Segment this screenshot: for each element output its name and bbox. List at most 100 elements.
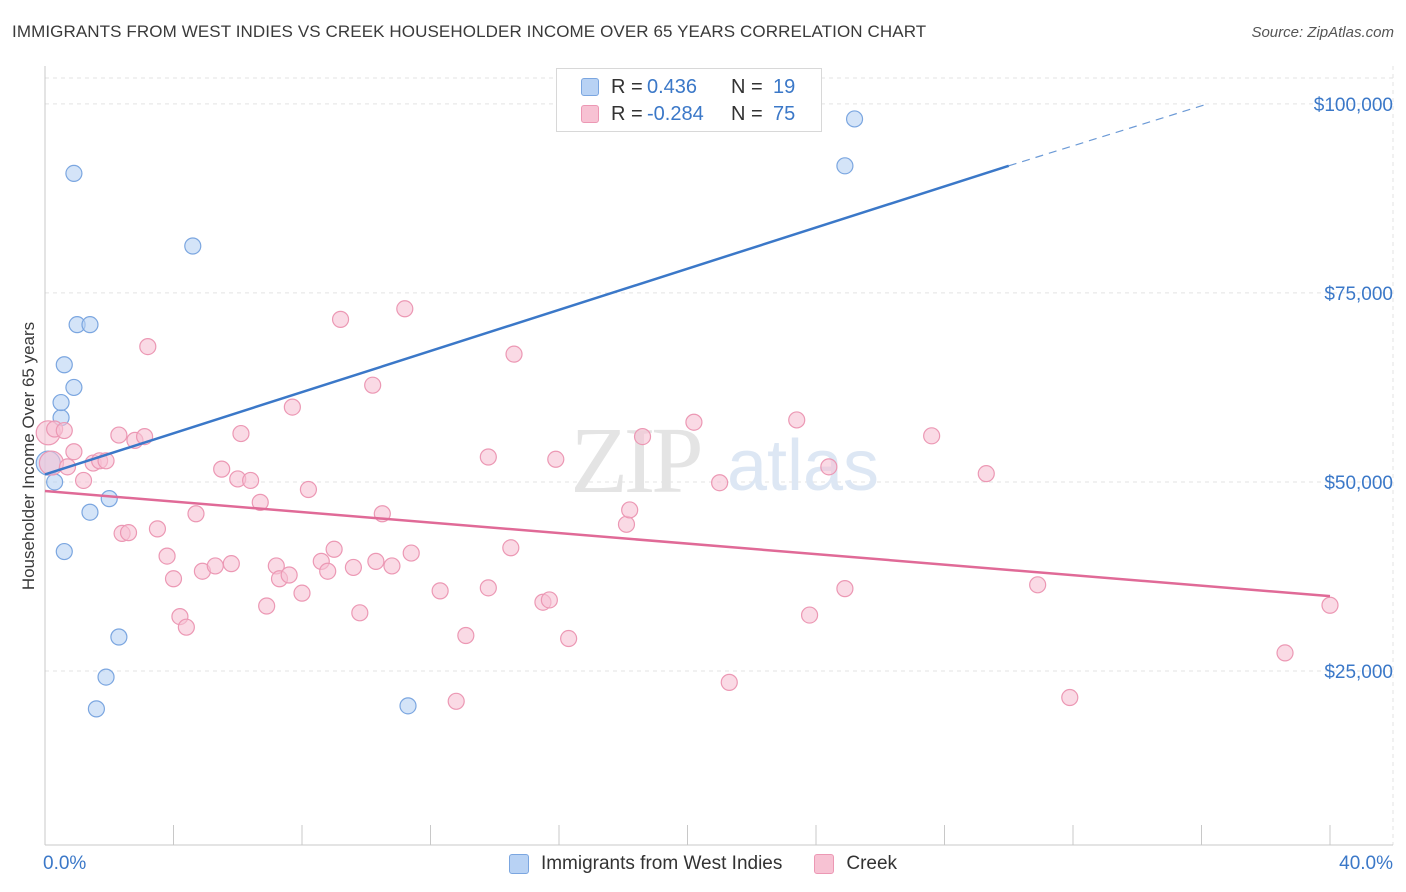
y-tick-label: $25,000 [1324,662,1393,683]
creek-point [502,539,520,557]
creek-point [547,450,565,468]
legend-item-west-indies[interactable]: Immigrants from West Indies [508,853,782,875]
creek-trend-line [44,489,1331,598]
creek-point [283,398,301,416]
west-indies-trend-line [44,164,1010,476]
creek-point [1321,596,1339,614]
creek-point [560,629,578,648]
data-points [35,110,1339,718]
creek-point [139,337,157,356]
creek-point [222,555,240,573]
creek-point [383,557,401,575]
creek-point [148,520,167,538]
creek-point [299,480,318,499]
creek-point [479,579,497,597]
creek-point [633,427,652,446]
west-indies-point [52,393,70,412]
creek-point [177,618,195,636]
creek-point [293,584,311,602]
y-tick-label: $50,000 [1324,473,1393,494]
creek-point [800,606,819,624]
creek-point [367,552,385,570]
creek-point [836,580,854,598]
creek-point [621,501,639,519]
creek-point [479,448,497,466]
west-indies-point [46,473,64,491]
r-label: R = [611,102,643,125]
creek-point [364,376,382,394]
creek-point [711,474,729,492]
west-indies-point [55,356,73,374]
legend-swatch-pink [814,854,835,874]
y-axis-label: Householder Income Over 65 years [19,321,38,591]
creek-point [1276,644,1294,662]
creek-point [447,692,465,710]
creek-point [923,427,941,445]
west-indies-point [55,542,73,561]
creek-point [110,426,128,444]
n-value: 19 [773,75,796,98]
n-label: N = [731,75,763,98]
creek-point [251,493,269,511]
west-indies-point [100,490,118,508]
west-indies-point [87,700,106,718]
tick-labels: $25,000 $50,000 $75,000 $100,000 0.0% 40.0% [43,95,1393,874]
creek-point [505,345,523,363]
west-indies-point [836,157,854,175]
creek-point [617,515,636,533]
creek-point [431,582,449,600]
creek-point [74,471,93,490]
creek-point [820,458,838,476]
legend-swatch-pink [581,105,599,123]
west-indies-point [110,628,128,646]
legend-item-creek[interactable]: Creek [814,853,897,875]
west-indies-point [845,110,864,128]
creek-point [344,558,362,577]
r-value: -0.284 [647,102,704,125]
creek-point [55,421,73,440]
creek-point [720,673,738,691]
n-label: N = [731,102,763,125]
creek-point [685,413,703,431]
watermark-atlas: atlas [727,426,879,506]
y-tick-label: $100,000 [1314,95,1393,116]
watermark: ZIP atlas [571,409,880,513]
legend-row-creek: R = -0.284 N = 75 [581,101,795,127]
r-value: 0.436 [647,75,698,98]
trend-lines [44,103,1331,598]
creek-point [258,597,276,615]
creek-point [325,540,343,558]
axes [44,66,1393,846]
west-indies-point [184,237,202,255]
grid-lines [45,66,1394,845]
creek-point [319,562,337,580]
creek-point [351,604,369,622]
watermark-zip: ZIP [571,409,701,513]
correlation-legend: R = 0.436 N = 19 R = -0.284 N = 75 [556,68,822,132]
west-indies-point [399,697,417,715]
creek-point [65,443,83,461]
series-legend: Immigrants from West Indies Creek [0,850,1406,878]
creek-point [540,591,558,609]
creek-point [457,626,475,645]
creek-point [331,310,350,328]
creek-point [164,570,183,588]
creek-point [788,411,806,429]
creek-point [977,465,995,483]
creek-point [242,471,260,490]
legend-swatch-blue [508,854,529,874]
legend-label: Creek [846,853,898,874]
x-tick-label: 40.0% [1339,853,1393,874]
creek-point [1029,576,1047,594]
west-indies-point [65,378,83,397]
creek-point [1061,688,1079,707]
n-value: 75 [773,102,796,125]
west-indies-point [81,316,99,334]
chart-title: IMMIGRANTS FROM WEST INDIES VS CREEK HOU… [12,22,927,41]
source-credit: Source: ZipAtlas.com [1251,24,1394,41]
creek-point [206,557,224,575]
creek-point [396,300,414,318]
legend-row-west-indies: R = 0.436 N = 19 [581,74,795,100]
creek-point [213,460,231,478]
y-tick-label: $75,000 [1324,284,1393,305]
